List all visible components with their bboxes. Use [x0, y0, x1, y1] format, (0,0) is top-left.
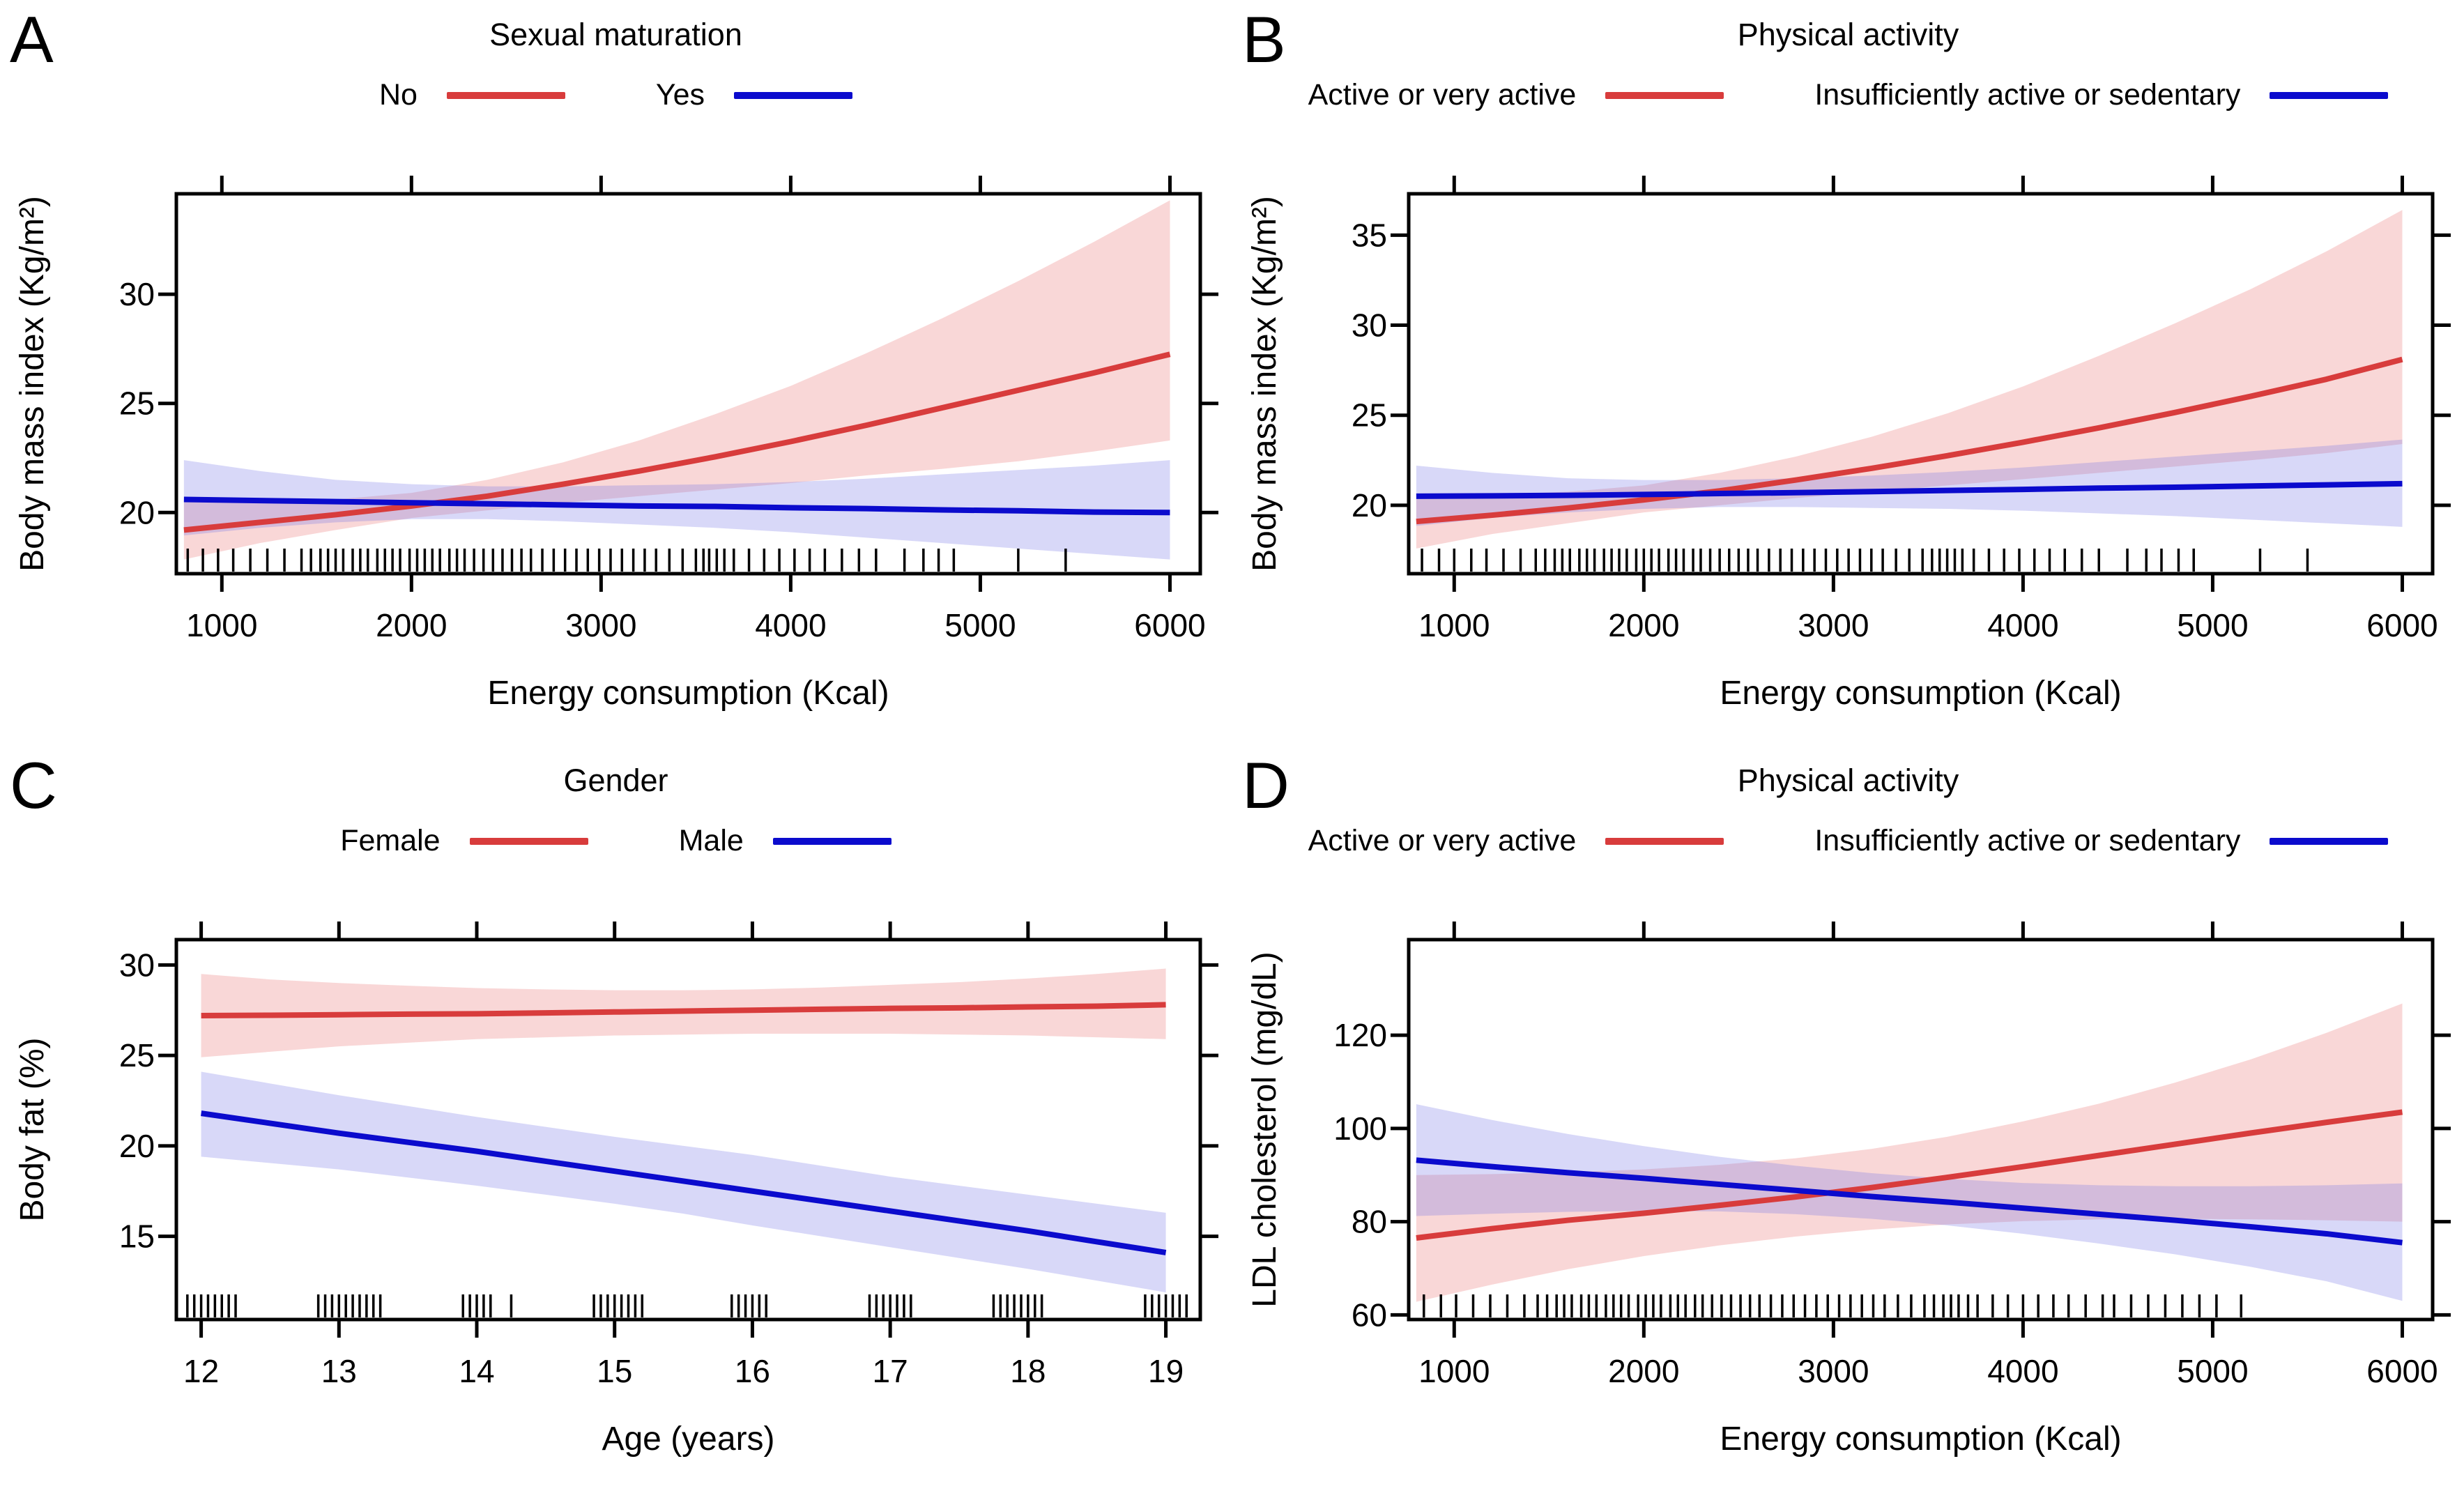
svg-text:20: 20 — [119, 1128, 155, 1164]
panel-c-legend: Gender Female Male — [0, 763, 1232, 858]
svg-text:100: 100 — [1333, 1110, 1387, 1147]
legend-item-label: Active or very active — [1308, 78, 1577, 112]
panel-a-legend: Sexual maturation No Yes — [0, 17, 1232, 112]
blue-line-swatch — [772, 837, 892, 845]
legend-item: Insufficiently active or sedentary — [1814, 824, 2389, 858]
svg-text:2000: 2000 — [1608, 1353, 1679, 1389]
blue-line-swatch — [2270, 91, 2389, 99]
legend-item: Insufficiently active or sedentary — [1814, 78, 2389, 112]
panel-b: B Physical activity Active or very activ… — [1232, 0, 2464, 745]
svg-text:13: 13 — [321, 1353, 357, 1389]
svg-text:30: 30 — [119, 276, 155, 312]
svg-text:15: 15 — [597, 1353, 632, 1389]
svg-text:20: 20 — [119, 494, 155, 530]
svg-text:1000: 1000 — [186, 607, 257, 643]
legend-title: Physical activity — [1737, 763, 1959, 798]
svg-text:20: 20 — [1352, 487, 1387, 523]
svg-text:Body mass index (Kg/m²): Body mass index (Kg/m²) — [14, 196, 51, 572]
svg-text:2000: 2000 — [376, 607, 447, 643]
svg-text:Energy consumption (Kcal): Energy consumption (Kcal) — [487, 675, 889, 712]
svg-text:19: 19 — [1148, 1353, 1184, 1389]
svg-text:4000: 4000 — [1987, 607, 2058, 643]
svg-text:60: 60 — [1352, 1297, 1387, 1333]
svg-text:5000: 5000 — [2177, 1353, 2248, 1389]
panel-a: A Sexual maturation No Yes 1000 2000 3000 4… — [0, 0, 1232, 745]
svg-text:Body mass index (Kg/m²): Body mass index (Kg/m²) — [1246, 196, 1283, 572]
legend-title: Physical activity — [1737, 17, 1959, 52]
svg-text:17: 17 — [873, 1353, 908, 1389]
svg-text:35: 35 — [1352, 217, 1387, 253]
svg-text:18: 18 — [1010, 1353, 1046, 1389]
legend-item: Active or very active — [1308, 824, 1724, 858]
svg-text:4000: 4000 — [755, 607, 826, 643]
svg-text:6000: 6000 — [2366, 1353, 2438, 1389]
svg-text:Energy consumption (Kcal): Energy consumption (Kcal) — [1720, 675, 2121, 712]
panel-c-letter: C — [10, 749, 57, 822]
panel-d-legend: Physical activity Active or very active … — [1232, 763, 2464, 858]
svg-text:6000: 6000 — [1134, 607, 1205, 643]
red-line-swatch — [469, 837, 588, 845]
panel-d-letter: D — [1242, 749, 1290, 822]
legend-item: Male — [679, 824, 892, 858]
legend-title: Sexual maturation — [489, 17, 742, 52]
panel-b-plot: 1000 2000 3000 4000 5000 6000 20 25 30 35 Energy c… — [1246, 176, 2451, 712]
red-line-swatch — [1605, 91, 1724, 99]
legend-item-label: Active or very active — [1308, 824, 1577, 857]
legend-item-label: No — [378, 78, 418, 112]
legend-item-label: Insufficiently active or sedentary — [1814, 78, 2241, 112]
red-line-swatch — [446, 91, 565, 99]
panel-b-legend: Physical activity Active or very active … — [1232, 17, 2464, 112]
panel-d: D Physical activity Active or very activ… — [1232, 746, 2464, 1491]
svg-text:1000: 1000 — [1418, 1353, 1490, 1389]
svg-text:16: 16 — [735, 1353, 770, 1389]
legend-item-label: Male — [678, 824, 744, 857]
legend-item-label: Female — [340, 824, 441, 857]
legend-title: Gender — [563, 763, 668, 798]
svg-text:1000: 1000 — [1418, 607, 1490, 643]
svg-text:30: 30 — [1352, 307, 1387, 344]
svg-text:14: 14 — [459, 1353, 494, 1389]
legend-item: Female — [340, 824, 588, 858]
svg-text:120: 120 — [1333, 1017, 1387, 1053]
svg-text:5000: 5000 — [944, 607, 1016, 643]
svg-text:25: 25 — [119, 385, 155, 422]
svg-text:3000: 3000 — [1798, 1353, 1869, 1389]
panel-c-plot: 12 13 14 15 16 17 18 19 15 20 25 30 Age (years) Body … — [14, 922, 1218, 1458]
blue-line-swatch — [2270, 837, 2389, 845]
legend-item-label: Insufficiently active or sedentary — [1814, 824, 2241, 857]
svg-text:15: 15 — [119, 1218, 155, 1255]
legend-item: Yes — [655, 78, 853, 112]
panel-b-letter: B — [1242, 3, 1286, 76]
svg-text:Body fat (%): Body fat (%) — [14, 1037, 51, 1221]
svg-text:2000: 2000 — [1608, 607, 1679, 643]
svg-text:6000: 6000 — [2366, 607, 2438, 643]
blue-line-swatch — [734, 91, 853, 99]
svg-text:80: 80 — [1352, 1204, 1387, 1240]
panel-a-letter: A — [10, 3, 54, 76]
svg-text:LDL cholesterol (mg/dL): LDL cholesterol (mg/dL) — [1246, 951, 1283, 1307]
svg-text:5000: 5000 — [2177, 607, 2248, 643]
red-line-swatch — [1605, 837, 1724, 845]
panel-c: C Gender Female Male 12 13 14 15 16 17 18 19 15 2… — [0, 746, 1232, 1491]
svg-text:25: 25 — [119, 1037, 155, 1073]
legend-item-label: Yes — [655, 78, 705, 112]
panel-d-plot: 1000 2000 3000 4000 5000 6000 60 80 100 120 Energy… — [1246, 922, 2451, 1458]
legend-item: No — [379, 78, 565, 112]
svg-text:3000: 3000 — [565, 607, 636, 643]
svg-text:12: 12 — [183, 1353, 219, 1389]
svg-text:Age (years): Age (years) — [602, 1421, 774, 1458]
svg-text:25: 25 — [1352, 397, 1387, 434]
legend-item: Active or very active — [1308, 78, 1724, 112]
svg-text:3000: 3000 — [1798, 607, 1869, 643]
panel-a-plot: 1000 2000 3000 4000 5000 6000 20 25 30 Energy con… — [14, 176, 1218, 712]
svg-text:30: 30 — [119, 947, 155, 983]
svg-text:4000: 4000 — [1987, 1353, 2058, 1389]
svg-text:Energy consumption (Kcal): Energy consumption (Kcal) — [1720, 1421, 2121, 1458]
